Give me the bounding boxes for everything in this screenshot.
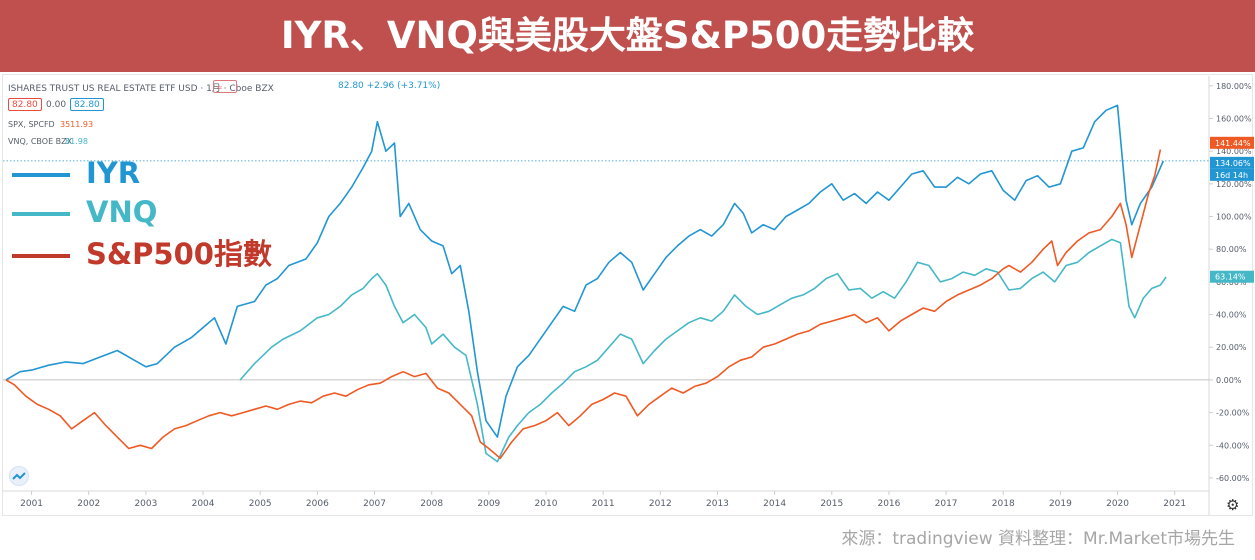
legend-vnq: VNQ: [86, 195, 158, 229]
source-caption: 來源：tradingview 資料整理：Mr.Market市場先生: [841, 529, 1235, 549]
compare-icon[interactable]: ≈: [213, 80, 237, 93]
spx-label: SPX, SPCFD: [8, 120, 55, 129]
title-banner: [0, 0, 1255, 72]
legend-sp500: S&P500指數: [86, 237, 272, 271]
legend-iyr: IYR: [86, 156, 141, 190]
legend-line-iyr: [12, 173, 70, 177]
spread-value: 0.00: [46, 100, 67, 110]
vnq-value: 81.98: [65, 137, 88, 146]
legend-line-vnq: [12, 212, 70, 216]
page-title: IYR、VNQ與美股大盤S&P500走勢比較: [280, 14, 975, 57]
gear-icon[interactable]: ⚙: [1226, 496, 1240, 514]
price-change: 82.80 +2.96 (+3.71%): [338, 81, 441, 91]
legend-line-sp500: [12, 254, 70, 258]
ask-box[interactable]: 82.80: [70, 98, 104, 111]
chart-frame: [2, 74, 1253, 516]
symbol-line: ISHARES TRUST US REAL ESTATE ETF USD · 1…: [8, 84, 274, 94]
spx-value: 3511.93: [60, 120, 94, 129]
tradingview-logo-icon[interactable]: [9, 466, 29, 486]
vnq-label: VNQ, CBOE BZX: [8, 137, 73, 146]
bid-box[interactable]: 82.80: [8, 98, 42, 111]
